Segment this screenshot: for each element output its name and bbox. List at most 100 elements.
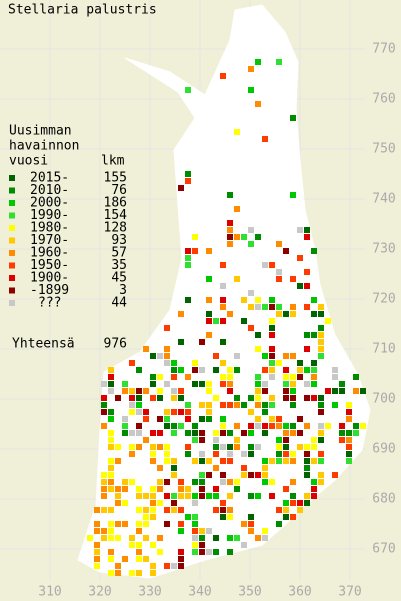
observation-square: [220, 402, 226, 408]
observation-square: [164, 353, 170, 359]
observation-square: [311, 458, 317, 464]
observation-square: [283, 437, 289, 443]
observation-square: [192, 360, 198, 366]
observation-square: [262, 430, 268, 436]
observation-square: [269, 304, 275, 310]
observation-square: [150, 451, 156, 457]
observation-square: [241, 472, 247, 478]
observation-square: [164, 346, 170, 352]
observation-square: [290, 514, 296, 520]
observation-square: [248, 472, 254, 478]
observation-square: [185, 493, 191, 499]
observation-square: [297, 507, 303, 513]
observation-square: [192, 367, 198, 373]
observation-square: [248, 528, 254, 534]
observation-square: [199, 430, 205, 436]
observation-square: [318, 451, 324, 457]
observation-square: [108, 507, 114, 513]
observation-square: [199, 528, 205, 534]
legend-label: -1899: [30, 283, 69, 298]
observation-square: [115, 563, 121, 569]
observation-square: [276, 360, 282, 366]
observation-square: [262, 409, 268, 415]
observation-square: [213, 353, 219, 359]
observation-square: [136, 367, 142, 373]
observation-square: [311, 332, 317, 338]
observation-square: [290, 430, 296, 436]
observation-square: [129, 479, 135, 485]
observation-square: [311, 486, 317, 492]
observation-square: [101, 528, 107, 534]
observation-square: [220, 472, 226, 478]
observation-square: [185, 248, 191, 254]
observation-square: [220, 423, 226, 429]
observation-square: [129, 388, 135, 394]
observation-square: [262, 381, 268, 387]
observation-square: [227, 227, 233, 233]
observation-square: [192, 248, 198, 254]
observation-square: [136, 556, 142, 562]
observation-square: [101, 409, 107, 415]
observation-square: [248, 304, 254, 310]
observation-square: [206, 388, 212, 394]
observation-square: [136, 430, 142, 436]
observation-square: [129, 451, 135, 457]
observation-square: [255, 388, 261, 394]
observation-square: [171, 388, 177, 394]
observation-square: [94, 556, 100, 562]
observation-square: [318, 339, 324, 345]
observation-square: [178, 395, 184, 401]
observation-square: [185, 416, 191, 422]
observation-square: [227, 234, 233, 240]
observation-square: [220, 318, 226, 324]
observation-square: [290, 395, 296, 401]
observation-square: [241, 234, 247, 240]
observation-square: [248, 290, 254, 296]
legend-count: 35: [111, 258, 127, 273]
observation-square: [150, 493, 156, 499]
legend-label: 2000-: [30, 196, 69, 211]
observation-square: [283, 388, 289, 394]
observation-square: [255, 423, 261, 429]
observation-square: [143, 346, 149, 352]
observation-square: [304, 493, 310, 499]
observation-square: [262, 262, 268, 268]
observation-square: [136, 388, 142, 394]
observation-square: [143, 535, 149, 541]
observation-square: [129, 444, 135, 450]
observation-square: [192, 521, 198, 527]
observation-square: [227, 507, 233, 513]
observation-square: [304, 269, 310, 275]
legend-count-header: lkm: [101, 154, 125, 169]
observation-square: [290, 402, 296, 408]
observation-square: [171, 465, 177, 471]
observation-square: [199, 437, 205, 443]
observation-square: [276, 507, 282, 513]
observation-square: [311, 367, 317, 373]
observation-square: [122, 416, 128, 422]
observation-square: [248, 66, 254, 72]
observation-square: [122, 381, 128, 387]
observation-square: [199, 549, 205, 555]
observation-square: [311, 479, 317, 485]
observation-square: [227, 451, 233, 457]
observation-square: [122, 486, 128, 492]
observation-square: [157, 444, 163, 450]
observation-square: [206, 311, 212, 317]
observation-square: [290, 353, 296, 359]
legend-header: Uusimman: [9, 124, 72, 139]
observation-square: [129, 402, 135, 408]
observation-square: [241, 451, 247, 457]
observation-square: [220, 381, 226, 387]
observation-square: [227, 493, 233, 499]
observation-square: [297, 374, 303, 380]
observation-square: [108, 556, 114, 562]
observation-square: [283, 423, 289, 429]
observation-square: [262, 479, 268, 485]
observation-square: [115, 486, 121, 492]
observation-square: [115, 500, 121, 506]
observation-square: [276, 521, 282, 527]
observation-square: [297, 283, 303, 289]
y-tick-label: 720: [372, 292, 395, 307]
observation-square: [157, 479, 163, 485]
